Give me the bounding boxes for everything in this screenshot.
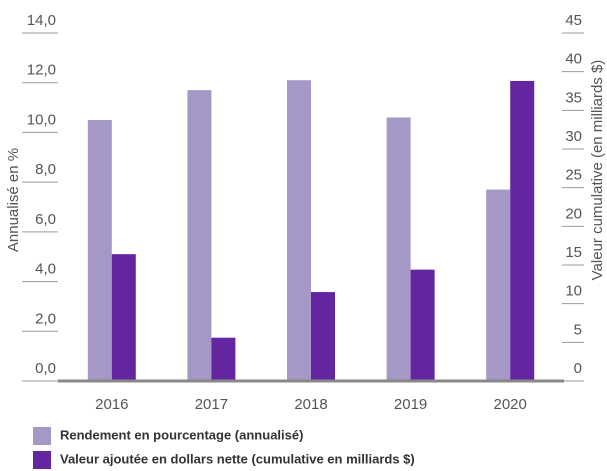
y-tick-label: 0,0 [35,360,56,377]
bar [87,120,112,381]
legend-label: Valeur ajoutée en dollars nette (cumulat… [60,451,415,466]
x-tick-label: 2016 [95,396,128,413]
y-tick-label: 10,0 [27,111,56,128]
bar [386,117,411,381]
x-tick-label: 2020 [494,396,527,413]
legend-label: Rendement en pourcentage (annualisé) [60,427,303,442]
bar [486,189,511,381]
y-tick-label: 8,0 [35,161,56,178]
y2-tick-label: 10 [565,283,582,300]
y2-tick-label: 35 [565,89,582,106]
y2-tick-label: 0 [574,360,582,377]
y-tick-label: 14,0 [27,12,56,29]
y2-tick-label: 15 [565,244,582,261]
y2-tick-label: 45 [565,12,582,29]
y2-tick-label: 5 [574,321,582,338]
bar [287,80,311,381]
y-tick-label: 12,0 [27,62,56,79]
y-axis-label: Annualisé en % [5,148,22,252]
bar [211,337,236,381]
x-tick-label: 2019 [394,396,427,413]
y-tick-label: 6,0 [35,211,56,228]
legend-swatch [33,427,51,445]
y2-tick-label: 25 [565,167,582,184]
bar [510,80,535,382]
bar [311,292,335,381]
bar [410,269,435,381]
y2-tick-label: 40 [565,51,582,68]
x-tick-label: 2017 [195,396,228,413]
y-tick-label: 4,0 [35,261,56,278]
x-tick-label: 2018 [294,396,327,413]
y2-axis-label: Valeur cumulative (en milliards $) [589,60,606,281]
y-tick-label: 2,0 [35,310,56,327]
y2-tick-label: 30 [565,128,582,145]
bar [111,254,136,381]
bar [187,90,212,382]
legend-swatch [33,451,51,469]
y2-tick-label: 20 [565,205,582,222]
